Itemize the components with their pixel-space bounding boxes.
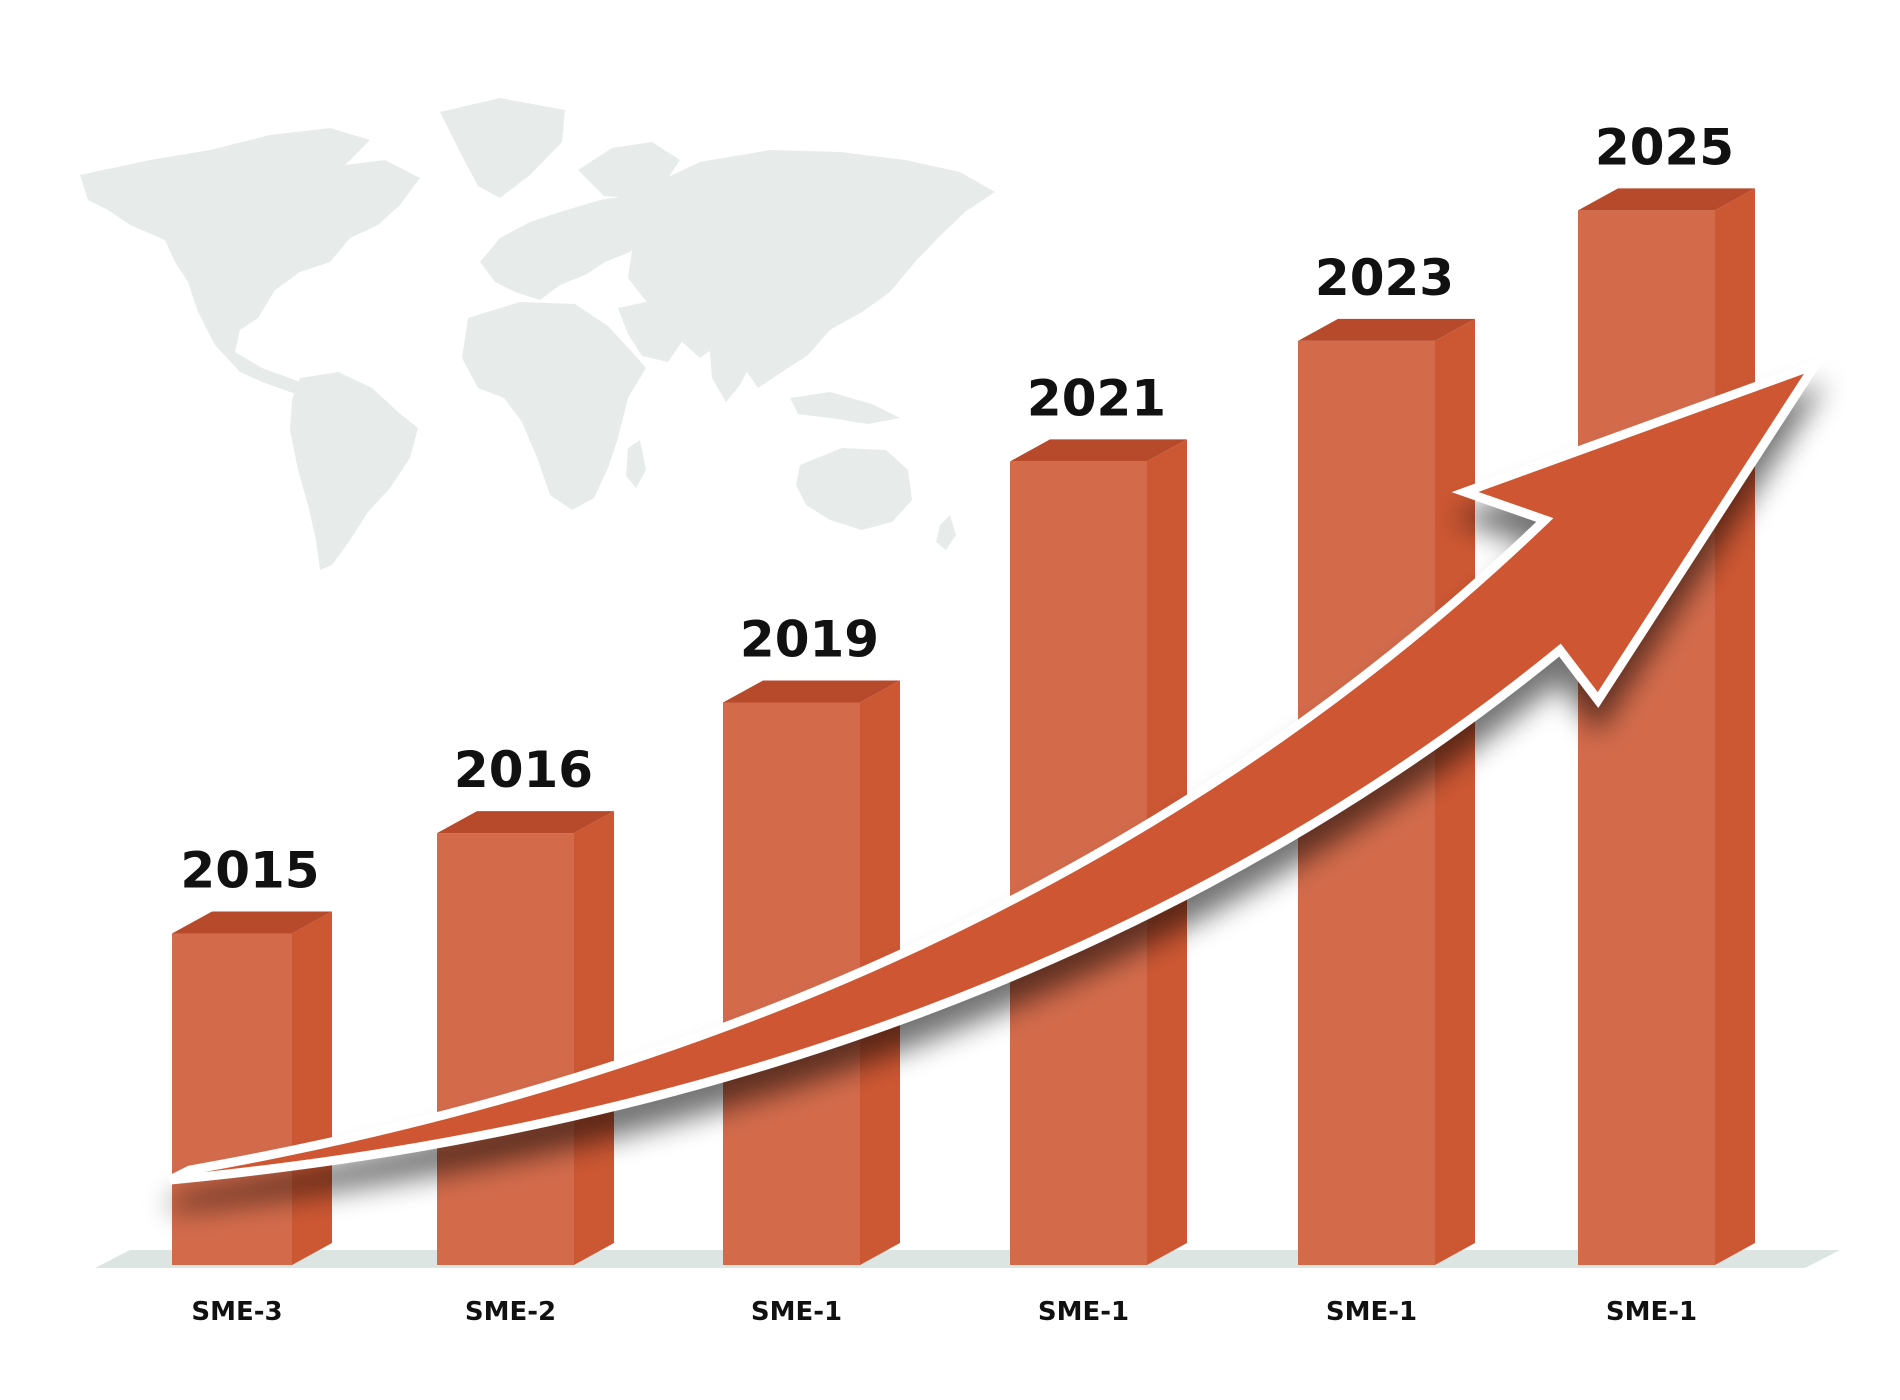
map-japan bbox=[870, 222, 896, 278]
category-label: SME-1 bbox=[1606, 1297, 1697, 1327]
trend-arrow-layer bbox=[167, 356, 1827, 1185]
map-south-america bbox=[290, 372, 418, 570]
category-label: SME-1 bbox=[751, 1297, 842, 1327]
map-europe bbox=[480, 194, 665, 300]
bar-side bbox=[574, 811, 614, 1265]
bar-6 bbox=[1578, 188, 1755, 1265]
bar-3 bbox=[723, 680, 900, 1265]
category-label: SME-2 bbox=[465, 1297, 556, 1327]
bar-top bbox=[1298, 318, 1475, 341]
map-asia bbox=[628, 150, 995, 388]
category-label: SME-1 bbox=[1326, 1297, 1417, 1327]
map-north-america bbox=[80, 128, 420, 402]
bar-side bbox=[1435, 318, 1475, 1266]
data-label: 2021 bbox=[1027, 369, 1166, 427]
map-madagascar bbox=[626, 440, 646, 488]
category-label: SME-3 bbox=[191, 1297, 282, 1327]
bar-front bbox=[172, 933, 292, 1265]
bar-top bbox=[172, 911, 332, 934]
category-labels-layer: SME-3 SME-2 SME-1 SME-1 SME-1 SME-1 bbox=[191, 1297, 1697, 1327]
trend-arrow bbox=[167, 356, 1827, 1185]
bar-side bbox=[1715, 188, 1755, 1265]
data-label: 2015 bbox=[180, 842, 319, 900]
bar-1 bbox=[172, 911, 332, 1265]
bar-side bbox=[292, 911, 332, 1265]
map-arabia bbox=[618, 300, 690, 362]
bar-top bbox=[1010, 439, 1187, 462]
bars-layer bbox=[172, 188, 1755, 1266]
map-africa bbox=[462, 302, 646, 510]
bar-front bbox=[1578, 210, 1715, 1265]
bar-2 bbox=[437, 811, 614, 1265]
data-label: 2025 bbox=[1595, 118, 1734, 176]
data-label: 2023 bbox=[1315, 249, 1454, 307]
bar-top bbox=[1578, 188, 1755, 211]
data-labels-layer: 2015 2016 2019 2021 2023 2025 bbox=[180, 118, 1734, 899]
data-label: 2019 bbox=[740, 611, 879, 669]
map-greenland bbox=[440, 98, 565, 198]
bar-front bbox=[437, 833, 574, 1265]
data-label: 2016 bbox=[454, 741, 593, 799]
map-australia bbox=[796, 448, 912, 530]
map-india bbox=[708, 326, 758, 402]
category-label: SME-1 bbox=[1038, 1297, 1129, 1327]
map-new-zealand bbox=[936, 515, 956, 550]
bar-top bbox=[437, 811, 614, 834]
world-map-background bbox=[80, 98, 995, 570]
map-indonesia bbox=[790, 392, 900, 424]
bar-top bbox=[723, 680, 900, 703]
